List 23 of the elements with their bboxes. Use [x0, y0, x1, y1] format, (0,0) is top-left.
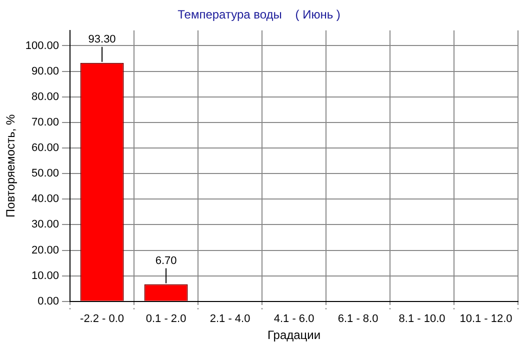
y-tick-label: 60.00 — [32, 142, 60, 154]
x-tick-label: 0.1 - 2.0 — [146, 313, 186, 326]
y-axis-title: Повторяемость, % — [4, 114, 18, 218]
y-tick-label: 30.00 — [32, 218, 60, 231]
data-label: 93.30 — [88, 33, 116, 46]
y-tick-label: 90.00 — [32, 65, 60, 78]
x-tick-label: 4.1 - 6.0 — [274, 313, 314, 326]
y-tick-label: 10.00 — [32, 270, 60, 282]
x-tick-label: 2.1 - 4.0 — [210, 313, 250, 326]
y-tick-label: 70.00 — [32, 116, 60, 128]
y-tick-label: 50.00 — [32, 168, 60, 180]
y-tick-label: 80.00 — [32, 90, 60, 103]
y-tick-label: 20.00 — [32, 244, 60, 256]
y-tick-label: 100.00 — [25, 40, 60, 52]
data-label: 6.70 — [155, 254, 177, 267]
x-tick-label: 6.1 - 8.0 — [338, 313, 378, 326]
chart-title: Температура воды ( Июнь ) — [178, 8, 340, 22]
x-axis-title: Градации — [267, 328, 321, 342]
y-tick-label: 40.00 — [32, 193, 60, 206]
x-tick-label: -2.2 - 0.0 — [80, 313, 124, 326]
x-tick-label: 10.1 - 12.0 — [460, 313, 512, 326]
y-tick-label: 0.00 — [38, 295, 60, 308]
x-tick-label: 8.1 - 10.0 — [398, 313, 446, 326]
